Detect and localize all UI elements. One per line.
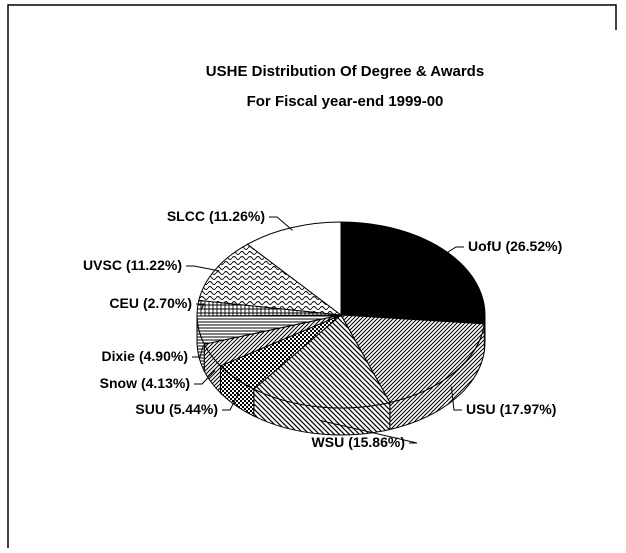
category-name: SUU — [135, 401, 165, 417]
slice-label: CEU(2.70%) — [109, 295, 192, 311]
category-name: CEU — [109, 295, 139, 311]
slice-label: UofU(26.52%) — [468, 238, 562, 254]
value-label: (5.44%) — [169, 401, 218, 417]
category-name: Snow — [100, 375, 137, 391]
slice-label: UVSC(11.22%) — [83, 257, 182, 273]
category-name: UVSC — [83, 257, 122, 273]
slice-label: WSU(15.86%) — [312, 434, 405, 450]
value-label: (15.86%) — [348, 434, 405, 450]
slice-label: Snow(4.13%) — [100, 375, 190, 391]
value-label: (11.26%) — [209, 208, 265, 224]
slice-label: Dixie(4.90%) — [102, 348, 189, 364]
value-label: (4.90%) — [139, 348, 188, 364]
slice-label: SLCC(11.26%) — [167, 208, 265, 224]
value-label: (11.22%) — [126, 257, 182, 273]
category-name: SLCC — [167, 208, 205, 224]
slice-label: USU(17.97%) — [466, 401, 556, 417]
slice — [341, 222, 485, 324]
category-name: UofU — [468, 238, 501, 254]
value-label: (26.52%) — [505, 238, 562, 254]
category-name: Dixie — [102, 348, 136, 364]
category-name: WSU — [312, 434, 345, 450]
chart-title: USHE Distribution Of Degree & Awards — [206, 63, 484, 80]
value-label: (4.13%) — [141, 375, 190, 391]
slice-label: SUU(5.44%) — [135, 401, 218, 417]
value-label: (17.97%) — [500, 401, 557, 417]
chart-subtitle: For Fiscal year-end 1999-00 — [247, 93, 444, 110]
category-name: USU — [466, 401, 496, 417]
leader-line — [186, 266, 219, 271]
value-label: (2.70%) — [143, 295, 192, 311]
pie-tops — [197, 222, 485, 408]
